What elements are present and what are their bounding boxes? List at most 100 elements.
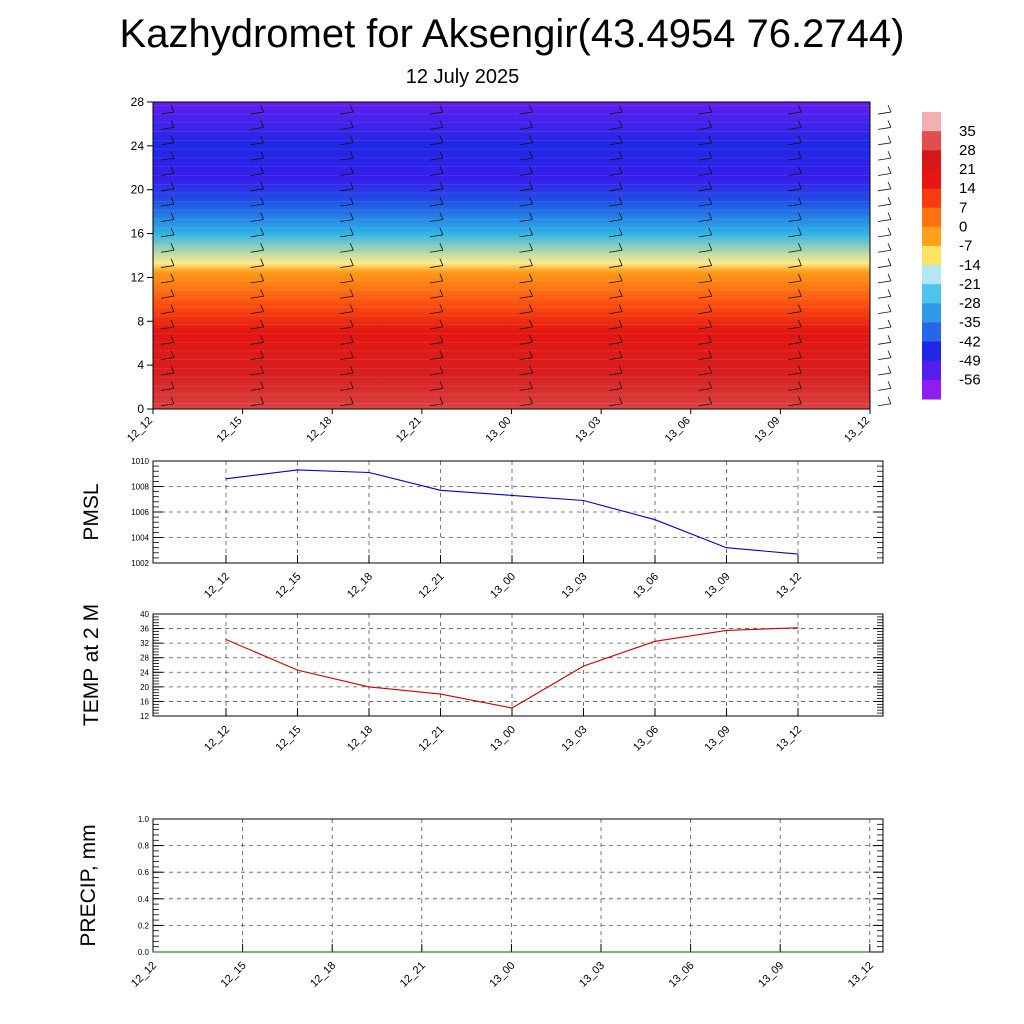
y-axis-title: TEMP at 2 M	[80, 604, 103, 726]
x-tick-label: 13_09	[756, 960, 786, 990]
wind-barb	[250, 120, 264, 130]
colorbar-label: -49	[959, 352, 981, 369]
wind-barb	[698, 273, 713, 284]
plot-frame	[152, 818, 884, 953]
data-point	[242, 951, 244, 953]
data-point	[869, 951, 871, 953]
wind-barb	[429, 365, 444, 376]
wind-barb	[160, 258, 175, 268]
wind-barb	[340, 319, 354, 330]
x-tick-label: 13_12	[846, 960, 876, 990]
y-tick-label: 20	[140, 683, 149, 692]
data-point	[368, 471, 370, 474]
wind-barb	[519, 335, 533, 345]
wind-barb	[250, 319, 264, 330]
wind-barb	[519, 289, 533, 299]
x-tick-label: 12_18	[304, 415, 334, 445]
x-tick-label: 12_12	[202, 724, 232, 754]
colorbar-segment	[922, 150, 941, 170]
wind-barb	[877, 135, 892, 146]
wind-barb	[877, 197, 892, 207]
wind-barb	[429, 197, 444, 207]
colorbar-label: -28	[959, 295, 981, 312]
wind-barb	[340, 150, 354, 161]
wind-barb	[519, 104, 533, 115]
wind-barb	[877, 227, 892, 238]
wind-barb	[340, 227, 354, 238]
wind-barb	[250, 396, 264, 407]
data-point	[511, 494, 513, 497]
data-point	[600, 951, 602, 953]
wind-barb	[429, 396, 444, 407]
y-tick-label: 0.2	[138, 921, 150, 930]
colorbar-segment	[922, 188, 941, 209]
x-tick-label: 13_00	[488, 571, 518, 601]
wind-barb	[609, 350, 623, 361]
data-point	[779, 951, 781, 953]
wind-barb	[250, 258, 264, 268]
wind-barb	[160, 319, 175, 330]
wind-barb	[877, 120, 892, 130]
x-tick-label: 13_09	[752, 415, 782, 445]
wind-barb	[519, 166, 533, 176]
wind-barb	[519, 273, 533, 284]
wind-barb	[160, 120, 175, 130]
wind-barb	[429, 335, 444, 345]
wind-barb	[160, 335, 175, 345]
wind-barb	[877, 319, 892, 330]
x-tick-label: 13_03	[560, 724, 590, 754]
x-tick-label: 12_12	[202, 571, 232, 601]
y-tick-label: 16	[140, 697, 149, 706]
colorbar: 35 28 21 14 7 0 -7 -14 -21 -28 -35 -42 -49 -56	[922, 112, 981, 400]
x-tick-label: 12_21	[417, 571, 447, 601]
chart-title: Kazhydromet for Aksengir(43.4954 76.2744…	[119, 12, 905, 56]
y-axis-title: PMSL	[80, 483, 103, 540]
wind-barb	[250, 273, 264, 284]
wind-barb	[609, 243, 623, 253]
wind-barb	[788, 335, 802, 345]
wind-barb	[877, 335, 892, 345]
wind-barb	[609, 120, 623, 130]
wind-barb	[609, 227, 623, 238]
wind-barb	[340, 350, 354, 361]
wind-barb	[698, 181, 713, 192]
wind-barb	[519, 181, 533, 192]
colorbar-segment	[922, 131, 941, 151]
wind-barb	[609, 335, 623, 345]
wind-barb	[609, 166, 623, 176]
colorbar-label: 21	[959, 161, 976, 178]
wind-barb	[250, 181, 264, 192]
colorbar-segment	[922, 207, 941, 228]
wind-barb	[698, 197, 713, 207]
wind-barb	[698, 381, 713, 391]
wind-barb	[429, 104, 444, 115]
wind-barb	[788, 273, 802, 284]
y-tick-label: 24	[131, 139, 145, 153]
y-tick-label: 1004	[131, 534, 149, 543]
data-point	[225, 638, 227, 641]
wind-barb	[160, 104, 175, 115]
wind-barb	[250, 227, 264, 238]
wind-barb	[429, 289, 444, 299]
wind-barb	[698, 350, 713, 361]
wind-barb	[519, 304, 533, 315]
wind-barb	[519, 243, 533, 253]
wind-barb	[877, 258, 892, 268]
wind-barb	[340, 212, 354, 222]
wind-barb	[340, 166, 354, 176]
wind-barb	[877, 350, 892, 361]
wind-barb	[877, 273, 892, 284]
wind-barb	[609, 319, 623, 330]
wind-barb	[429, 120, 444, 130]
wind-barb	[160, 197, 175, 207]
wind-barb	[877, 181, 892, 192]
y-tick-label: 12	[131, 270, 145, 284]
x-tick-label: 13_00	[488, 724, 518, 754]
data-point	[368, 686, 370, 688]
y-tick-label: 1.0	[138, 815, 150, 824]
colorbar-label: 0	[959, 218, 967, 235]
x-tick-label: 12_15	[274, 724, 304, 754]
colorbar-segment	[922, 112, 941, 132]
x-tick-label: 12_12	[125, 415, 155, 445]
